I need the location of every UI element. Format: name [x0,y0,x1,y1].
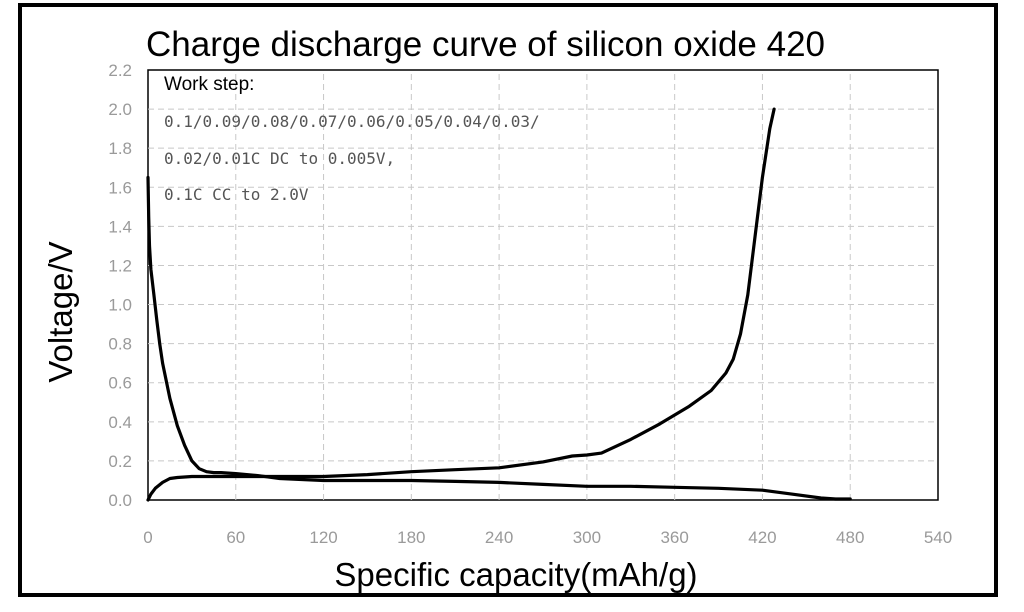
y-tick-label: 0.8 [108,335,132,354]
y-axis-label: Voltage/V [42,241,79,382]
x-tick-label: 120 [309,528,337,547]
x-tick-label: 60 [226,528,245,547]
x-axis-label: Specific capacity(mAh/g) [334,556,697,593]
y-tick-label: 0.4 [108,413,132,432]
x-tick-label: 180 [397,528,425,547]
annotation-line-2: 0.02/0.01C DC to 0.005V, [164,149,395,168]
y-tick-label: 1.8 [108,139,132,158]
y-tick-label: 0.0 [108,491,132,510]
x-tick-label: 420 [748,528,776,547]
annotation-heading: Work step: [164,74,254,95]
annotation-line-3: 0.1C CC to 2.0V [164,185,309,204]
series-lines [146,107,852,502]
x-tick-label: 240 [485,528,513,547]
y-axis-ticks: 0.0 0.2 0.4 0.6 0.8 1.0 1.2 1.4 1.6 1.8 2.0 2.2 [108,61,132,510]
x-axis-ticks: 0 60 120 180 240 300 360 420 480 540 [143,528,952,547]
x-tick-label: 540 [924,528,952,547]
y-tick-label: 1.2 [108,256,132,275]
y-tick-label: 2.2 [108,61,132,80]
x-tick-label: 360 [660,528,688,547]
y-tick-label: 1.4 [108,217,132,236]
plot-area [147,69,939,501]
x-tick-label: 480 [836,528,864,547]
series-line-2 [146,107,776,502]
y-tick-label: 1.6 [108,178,132,197]
annotation-line-1: 0.1/0.09/0.08/0.07/0.06/0.05/0.04/0.03/ [164,112,540,131]
y-tick-label: 1.0 [108,296,132,315]
y-tick-label: 0.6 [108,374,132,393]
x-tick-label: 0 [143,528,152,547]
y-tick-label: 2.0 [108,100,132,119]
y-tick-label: 0.2 [108,452,132,471]
chart-title: Charge discharge curve of silicon oxide … [146,25,825,64]
x-tick-label: 300 [573,528,601,547]
